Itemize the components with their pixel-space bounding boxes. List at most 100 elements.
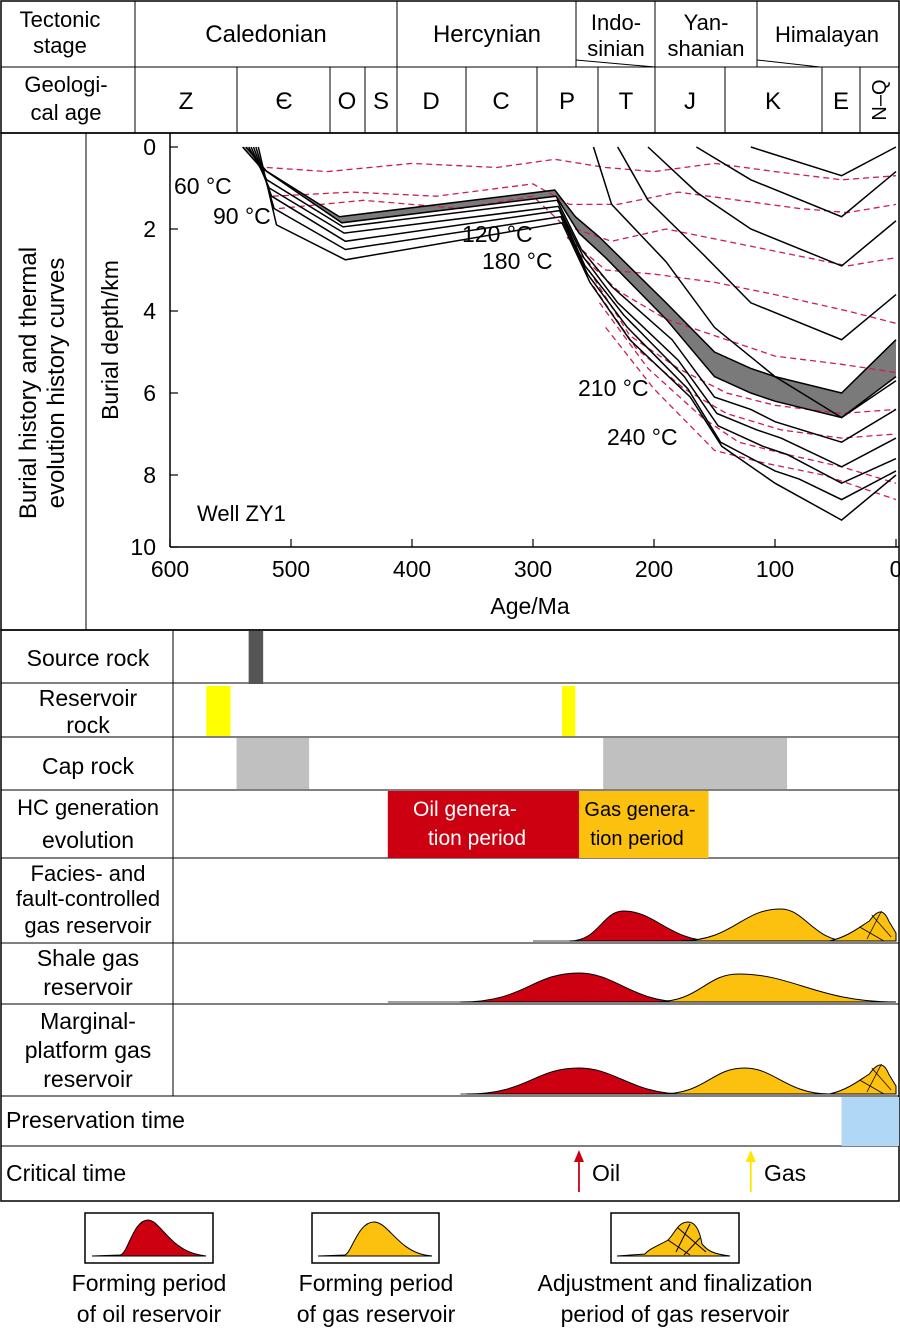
row-label-hc-line2: evolution [42, 827, 134, 853]
period-E: E [833, 88, 849, 115]
marginal-oil-hump [466, 1067, 685, 1095]
burial-curve-9 [647, 146, 897, 267]
cap-rock-bar [603, 738, 788, 789]
isotherm-line-4 [578, 253, 897, 374]
burial-history-panel: Burial history and thermal evolution his… [0, 132, 900, 631]
stage-indosinian-line2: sinian [587, 36, 644, 61]
period-cambrian: Є [275, 88, 292, 115]
period-P: P [559, 88, 575, 115]
row-label-marginal-line3: reservoir [43, 1066, 133, 1092]
burial-curve-7 [592, 146, 897, 419]
row-label-shale-line2: reservoir [43, 974, 133, 1000]
x-tick-label: 0 [890, 556, 900, 582]
y-tick-label: 10 [130, 534, 156, 560]
preservation-bar [841, 1097, 899, 1146]
stage-himalayan: Himalayan [775, 22, 879, 47]
period-D: D [422, 88, 439, 115]
marginal-adjustment-hump [829, 1064, 897, 1095]
isotherm-line-6 [592, 286, 897, 439]
geological-age-label-line2: cal age [31, 100, 102, 125]
legend-gas-line2: of gas reservoir [297, 1301, 456, 1327]
facies-oil-hump [569, 910, 715, 942]
row-label-facies-line2: fault-controlled [16, 886, 160, 911]
legend-gas-line1: Forming period [299, 1270, 454, 1296]
source-rock-burial-band [242, 147, 897, 418]
period-J: J [684, 88, 696, 115]
row-label-hc-line1: HC generation [17, 795, 159, 820]
row-label-marginal-line2: platform gas [25, 1037, 152, 1063]
stage-yanshanian-line2: shanian [667, 36, 744, 61]
burial-curve-11 [750, 146, 897, 177]
oil-generation-bar [387, 791, 579, 858]
y-axis-label: Burial depth/km [97, 260, 123, 420]
tectonic-stage-label-line1: Tectonic [20, 7, 101, 32]
stratigraphic-header: Tectonic stage Geologi- cal age Caledoni… [0, 0, 900, 134]
legend-adjustment-swatch [616, 1221, 731, 1257]
period-S: S [373, 88, 389, 115]
plot-area [242, 146, 897, 522]
isotherm-label-240: 240 °C [607, 424, 678, 450]
oil-period-label-line1: Oil genera- [413, 798, 517, 821]
events-panel-frame [0, 629, 900, 1202]
burial-curve-1 [245, 146, 897, 419]
y-tick-label: 0 [143, 134, 156, 160]
geological-age-label-line1: Geologi- [24, 72, 107, 97]
burial-panel-title-line2: evolution history curves [43, 258, 70, 509]
isotherm-line-0 [266, 158, 897, 181]
period-K: K [765, 88, 781, 115]
legend: Forming period of oil reservoir Forming … [72, 1212, 812, 1327]
isotherm-line-3 [566, 236, 897, 324]
stage-yanshanian-line1: Yan- [684, 10, 729, 35]
stage-divider [756, 59, 821, 68]
gas-period-label-line1: Gas genera- [584, 799, 695, 821]
well-label: Well ZY1 [197, 501, 286, 526]
critical-oil-label: Oil [592, 1160, 620, 1186]
critical-oil-arrow-head [573, 1150, 584, 1162]
isotherm-line-1 [272, 183, 897, 214]
row-label-cap-rock: Cap rock [42, 753, 135, 779]
row-label-reservoir-line2: rock [66, 712, 110, 738]
row-label-preservation: Preservation time [6, 1107, 185, 1133]
x-tick-label: 500 [272, 556, 310, 582]
reservoir-rock-bar [562, 686, 576, 736]
stage-indosinian-line1: Indo- [591, 10, 641, 35]
legend-gas-box [311, 1212, 440, 1264]
shale-oil-hump [460, 972, 685, 1003]
legend-adjustment-box [610, 1212, 740, 1264]
events-panel: Source rock Reservoir rock Cap rock HC g… [0, 629, 900, 1202]
stage-divider [575, 59, 656, 68]
y-tick-label: 2 [143, 216, 156, 242]
row-label-reservoir-line1: Reservoir [39, 685, 138, 711]
burial-curve-2 [248, 146, 897, 444]
row-label-marginal-line1: Marginal- [40, 1008, 136, 1034]
x-tick-label: 300 [514, 556, 552, 582]
legend-gas-swatch [317, 1221, 433, 1257]
x-axis-label: Age/Ma [490, 593, 569, 619]
period-O: O [338, 88, 357, 115]
gas-period-label-line2: tion period [590, 828, 683, 850]
tectonic-stage-label-line2: stage [33, 33, 87, 58]
legend-oil-swatch [91, 1219, 207, 1257]
y-tick-label: 6 [143, 380, 156, 406]
x-tick-label: 100 [756, 556, 794, 582]
period-N-Q: N–Q [869, 79, 891, 120]
row-label-shale-line1: Shale gas [37, 945, 139, 971]
row-label-source-rock: Source rock [27, 645, 150, 671]
reservoir-rock-bar [206, 686, 231, 736]
isotherm-label-90: 90 °C [213, 203, 271, 229]
axis-ticks: 600 500 400 300 200 100 0 0 2 4 6 8 10 [130, 134, 900, 582]
burial-curve-0 [242, 146, 897, 394]
y-tick-label: 8 [143, 462, 156, 488]
burial-curve-6 [257, 146, 897, 522]
period-T: T [619, 88, 634, 115]
critical-gas-label: Gas [764, 1160, 806, 1186]
marginal-adjustment-hump-hatch [859, 1063, 892, 1095]
burial-panel-title-line1: Burial history and thermal [15, 247, 42, 519]
row-label-facies-line1: Facies- and [31, 861, 146, 886]
row-label-critical: Critical time [6, 1160, 126, 1186]
critical-gas-arrow-head [745, 1150, 756, 1162]
marginal-gas-hump [660, 1067, 830, 1095]
oil-period-label-line2: tion period [428, 827, 526, 850]
period-C: C [492, 88, 509, 115]
